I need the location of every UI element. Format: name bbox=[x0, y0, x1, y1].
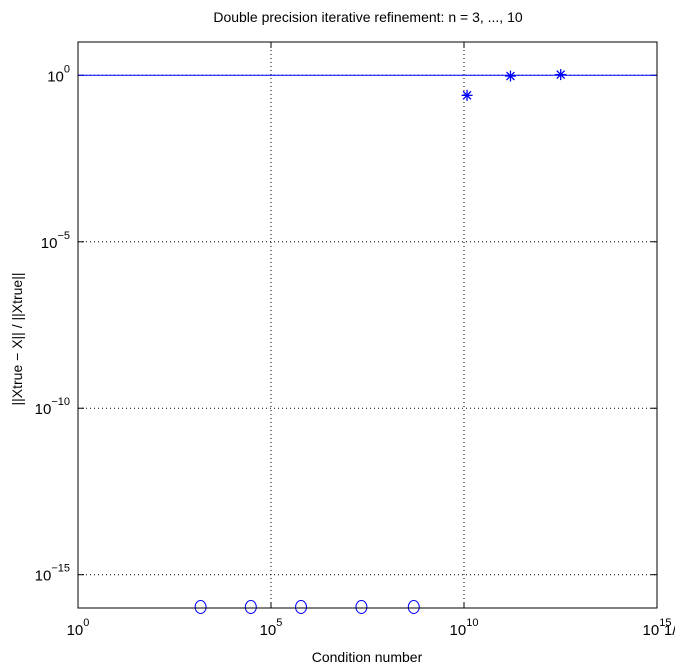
y-axis-label: ||Xtrue − X|| / ||Xtrue|| bbox=[9, 273, 25, 406]
x-tick-label: 100 bbox=[67, 617, 90, 639]
tick-labels: 100 105 1/eps 1010 1015 100 10−5 10−10 10−15 bbox=[35, 63, 675, 639]
data-markers bbox=[194, 69, 567, 614]
y-tick-label: 10−5 bbox=[41, 230, 70, 252]
x-axis-label: Condition number bbox=[312, 649, 423, 665]
circle-marker bbox=[244, 600, 257, 614]
plot-area bbox=[78, 42, 657, 608]
circle-marker bbox=[295, 600, 308, 614]
asterisk-marker bbox=[555, 69, 567, 81]
circle-marker bbox=[355, 600, 368, 614]
asterisk-marker bbox=[461, 89, 473, 101]
x-tick-label: 1/eps bbox=[664, 622, 675, 639]
y-tick-label: 10−10 bbox=[35, 396, 70, 418]
y-tick-label: 100 bbox=[47, 63, 70, 85]
chart-title: Double precision iterative refinement: n… bbox=[213, 9, 523, 25]
y-tick-label: 10−15 bbox=[35, 563, 70, 585]
x-tick-label: 1010 bbox=[450, 617, 479, 639]
asterisk-marker bbox=[504, 70, 516, 82]
circle-marker bbox=[407, 600, 420, 614]
plot-frame bbox=[77, 41, 658, 609]
x-tick-label: 105 bbox=[260, 617, 283, 639]
x-tick-label: 1015 bbox=[643, 617, 672, 639]
circle-marker bbox=[194, 600, 207, 614]
